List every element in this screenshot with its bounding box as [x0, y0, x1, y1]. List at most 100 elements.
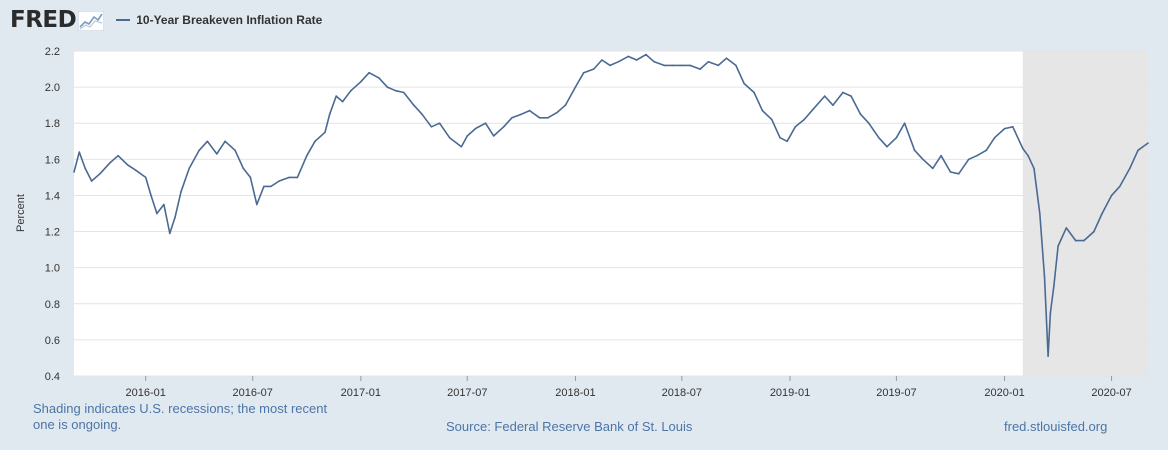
recession-shading-group — [1022, 51, 1148, 376]
data-point — [502, 126, 505, 128]
data-point — [198, 149, 200, 152]
y-tick-label: 1.4 — [45, 190, 60, 202]
series-points — [73, 53, 1149, 357]
data-point — [878, 136, 880, 139]
data-point — [394, 89, 397, 92]
data-point — [1047, 355, 1049, 357]
data-point — [1093, 230, 1095, 233]
data-point — [1074, 239, 1077, 242]
data-point — [78, 151, 81, 153]
data-point — [430, 126, 433, 128]
data-point — [188, 167, 190, 170]
data-point — [574, 86, 577, 88]
data-point — [617, 61, 620, 63]
data-point — [511, 117, 513, 119]
data-point — [144, 176, 147, 179]
data-point — [328, 113, 331, 115]
data-point — [474, 127, 477, 130]
data-point — [786, 140, 788, 143]
data-point — [99, 173, 101, 175]
data-point — [174, 216, 176, 218]
data-point — [224, 140, 226, 143]
data-point — [681, 64, 683, 67]
data-point — [117, 154, 119, 157]
data-point — [263, 185, 265, 188]
fred-logo[interactable]: FRED — [10, 7, 77, 33]
data-point — [949, 171, 952, 173]
data-point — [627, 55, 630, 58]
x-tick-label: 2019-01 — [770, 387, 810, 399]
data-point — [90, 180, 93, 182]
data-point — [270, 185, 272, 188]
data-point — [386, 86, 389, 88]
data-point — [903, 122, 906, 124]
data-point — [592, 68, 595, 70]
data-point — [803, 118, 805, 121]
data-point — [1053, 284, 1055, 287]
data-point — [206, 140, 209, 143]
data-point — [1049, 312, 1052, 314]
header: FRED 10-Year Breakeven Inflation Rate — [10, 6, 322, 34]
data-point — [1033, 167, 1035, 170]
y-tick-label: 2.2 — [45, 46, 60, 58]
data-point — [771, 118, 773, 121]
x-tick-label: 2020-07 — [1091, 387, 1131, 399]
data-point — [403, 91, 405, 94]
data-point — [378, 77, 380, 79]
data-point — [134, 169, 137, 171]
data-point — [895, 136, 898, 139]
data-point — [1147, 142, 1149, 144]
data-point — [868, 122, 870, 124]
data-point — [1101, 212, 1103, 215]
data-point — [421, 113, 423, 115]
data-point — [438, 122, 441, 124]
data-point — [324, 131, 326, 134]
data-point — [957, 173, 960, 175]
data-point — [985, 149, 988, 152]
x-tick-label: 2016-01 — [126, 387, 166, 399]
data-point — [743, 82, 745, 85]
x-tick-label: 2018-01 — [555, 387, 595, 399]
data-point — [296, 176, 299, 179]
data-point — [940, 154, 942, 157]
data-point — [460, 145, 463, 148]
data-point — [886, 145, 888, 148]
data-point — [699, 68, 701, 70]
data-point — [1039, 212, 1041, 215]
data-point — [448, 136, 451, 139]
data-point — [735, 64, 737, 67]
data-point — [832, 104, 834, 106]
y-tick-label: 0.4 — [45, 371, 60, 383]
data-point — [842, 91, 844, 94]
data-point — [335, 95, 338, 97]
legend[interactable]: 10-Year Breakeven Inflation Rate — [116, 13, 322, 27]
data-point — [932, 167, 934, 170]
data-point — [1027, 154, 1029, 157]
x-axis: 2016-01 2016-07 2017-01 2017-07 2018-01 2018-… — [126, 376, 1132, 399]
data-point — [1110, 194, 1113, 197]
site-url-link[interactable]: fred.stlouisfed.org — [1004, 419, 1108, 434]
data-point — [126, 164, 129, 166]
data-point — [306, 154, 308, 157]
data-point — [169, 232, 171, 235]
data-point — [547, 117, 549, 119]
data-point — [779, 136, 781, 139]
y-tick-label: 0.8 — [45, 299, 60, 311]
x-tick-label: 2019-07 — [876, 387, 916, 399]
data-point — [859, 113, 862, 115]
data-point — [1083, 239, 1085, 242]
data-point — [341, 100, 344, 103]
data-point — [350, 89, 352, 92]
x-tick-label: 2020-01 — [984, 387, 1024, 399]
data-point — [255, 203, 258, 206]
data-point — [1065, 227, 1068, 229]
data-point — [216, 153, 218, 155]
data-point — [582, 71, 585, 74]
data-point — [663, 64, 665, 67]
x-tick-label: 2018-07 — [662, 387, 702, 399]
source-credit: Source: Federal Reserve Bank of St. Loui… — [446, 419, 693, 434]
data-point — [466, 135, 469, 137]
data-point — [413, 104, 415, 106]
data-point — [556, 111, 558, 114]
data-point — [163, 203, 165, 206]
